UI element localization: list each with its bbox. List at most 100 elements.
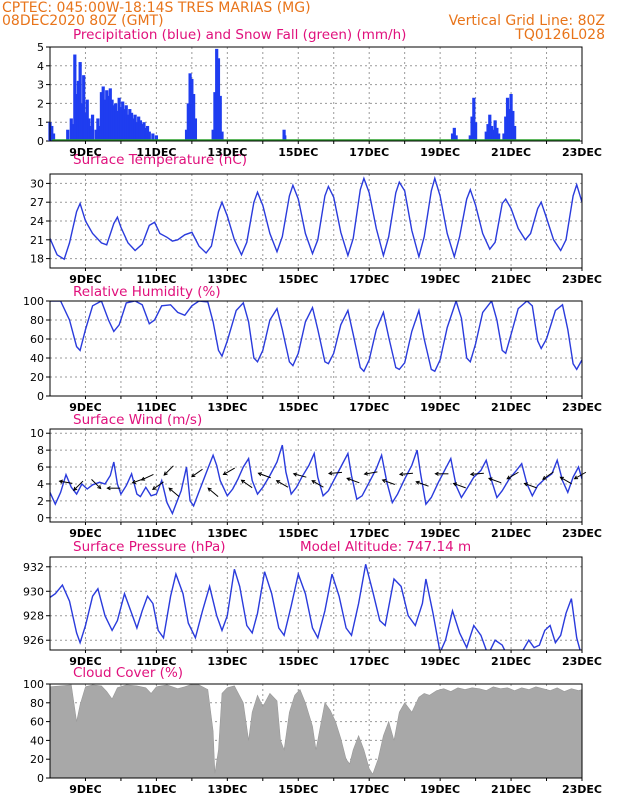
wind-arrow [469, 472, 484, 477]
x-tick-label: 9DEC [69, 146, 101, 159]
y-tick-label: 18 [30, 253, 44, 266]
precip-bar [90, 114, 95, 141]
precip-bar [192, 94, 196, 141]
x-tick-label: 15DEC [278, 783, 318, 796]
y-tick-label: 40 [30, 734, 44, 747]
precip-bar [184, 129, 189, 141]
precip-bar [151, 133, 155, 141]
y-tick-label: 2 [37, 495, 44, 508]
wind-arrow [292, 472, 307, 478]
wind-panel: 0 2 4 6 8 10 9DEC 11DEC 13DEC 15DEC 17DEC 19DEC 21DE… [30, 427, 602, 540]
x-tick-label: 9DEC [69, 783, 101, 796]
precip-bar [493, 120, 497, 141]
x-tick-label: 23DEC [562, 527, 602, 540]
x-tick-label: 23DEC [562, 273, 602, 286]
y-tick-label: 80 [30, 314, 44, 327]
precip-bar [507, 109, 511, 141]
x-tick-label: 23DEC [562, 146, 602, 159]
precip-bar [218, 95, 222, 141]
precip-bar [188, 73, 192, 141]
x-tick-label: 9DEC [69, 401, 101, 414]
y-tick-label: 100 [23, 678, 44, 691]
grid-line-note: Vertical Grid Line: 80Z [449, 13, 605, 29]
wind-arrow [542, 471, 554, 480]
x-tick-label: 11DEC [136, 783, 176, 796]
precip-bar [468, 135, 472, 141]
precip-bar [497, 133, 501, 141]
precip-bar [491, 129, 495, 141]
x-tick-label: 21DEC [491, 401, 531, 414]
y-tick-label: 27 [30, 196, 44, 209]
wind-arrow [452, 482, 466, 489]
pressure-line [50, 564, 581, 650]
y-tick-label: 1 [37, 116, 44, 129]
precip-bar [98, 125, 102, 141]
x-tick-label: 11DEC [136, 146, 176, 159]
run-date: 08DEC2020 80Z (GMT) [2, 13, 164, 29]
wind-arrow [207, 487, 219, 497]
cloud-cover-panel: 0 20 40 60 80 100 9DEC 11DEC 13DEC 15DEC 17DEC 19DE… [23, 678, 602, 796]
wind-arrow [381, 479, 395, 485]
wind-arrow [151, 481, 164, 490]
y-tick-label: 2 [37, 97, 44, 110]
x-tick-label: 19DEC [420, 783, 460, 796]
precip-bar [186, 103, 190, 141]
precip-bar [69, 118, 73, 141]
wind-arrow [163, 465, 174, 476]
y-tick-label: 24 [30, 215, 44, 228]
panel-title-wind: Surface Wind (m/s) [73, 412, 202, 428]
precip-bar [78, 62, 82, 141]
wind-arrow [415, 480, 429, 487]
precipitation-panel: 0 1 2 3 4 5 9DEC 11DEC 13DEC 15DEC 17DEC 19DEC 21DEC… [37, 41, 602, 159]
precip-bar [51, 133, 56, 141]
y-tick-label: 100 [23, 295, 44, 308]
precip-bar [470, 116, 474, 141]
x-tick-label: 13DEC [207, 401, 247, 414]
wind-speed-line [50, 444, 582, 516]
precip-bar [454, 135, 458, 141]
model-altitude: Model Altitude: 747.14 m [300, 539, 471, 555]
precip-bar [213, 92, 217, 141]
precip-bar [513, 125, 517, 141]
precip-bar [133, 114, 137, 141]
x-tick-label: 13DEC [207, 273, 247, 286]
x-tick-label: 11DEC [136, 273, 176, 286]
y-tick-label: 60 [30, 333, 44, 346]
x-tick-label: 21DEC [491, 273, 531, 286]
precip-bar [472, 97, 476, 141]
precip-bar [220, 131, 224, 141]
precip-bar [96, 118, 100, 141]
precip-bar [89, 125, 93, 141]
wind-arrow [327, 471, 343, 476]
y-tick-label: 60 [30, 716, 44, 729]
y-tick-label: 930 [23, 585, 44, 598]
x-tick-label: 21DEC [491, 655, 531, 668]
precip-bar [71, 124, 75, 141]
precip-bar [215, 48, 219, 141]
precip-bar [115, 110, 119, 141]
wind-arrow [168, 487, 180, 497]
x-tick-label: 9DEC [69, 527, 101, 540]
y-tick-label: 0 [37, 512, 44, 525]
x-tick-label: 19DEC [420, 401, 460, 414]
precip-bar [142, 122, 146, 141]
x-tick-label: 21DEC [491, 783, 531, 796]
precip-bar [211, 129, 215, 141]
precip-bar [129, 112, 134, 141]
temperature-line [50, 175, 582, 261]
precip-bar [103, 99, 107, 141]
wind-arrow [222, 467, 235, 476]
precip-bar [190, 78, 194, 141]
wind-arrow [523, 482, 537, 489]
precip-bar [117, 97, 121, 141]
precip-bar [85, 99, 89, 141]
precip-bar [80, 103, 84, 141]
x-tick-label: 19DEC [420, 527, 460, 540]
precip-bar [145, 125, 150, 141]
wind-arrow [140, 473, 154, 481]
precip-bar [112, 105, 116, 141]
wind-arrow [191, 468, 203, 478]
precip-bar [101, 86, 105, 141]
temperature-panel: 18 21 24 27 30 9DEC 11DEC 13DEC 15DEC 17DEC 19DEC 2… [30, 173, 602, 286]
x-tick-label: 17DEC [349, 527, 389, 540]
